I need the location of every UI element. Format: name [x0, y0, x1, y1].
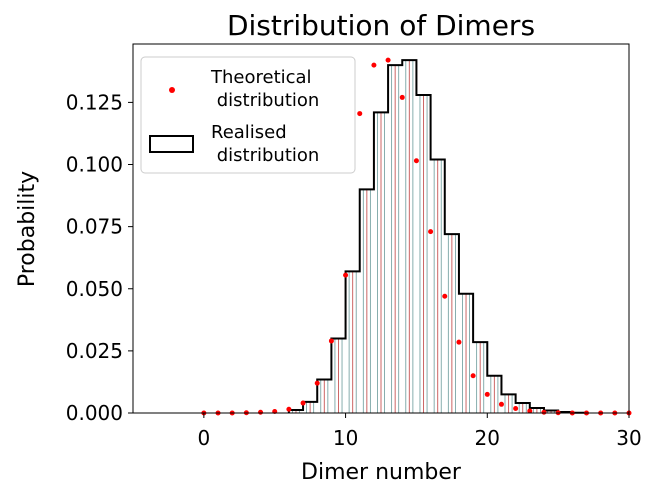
- x-axis-label: Dimer number: [301, 460, 462, 485]
- theoretical-point: [371, 62, 377, 68]
- theoretical-point: [357, 111, 363, 117]
- theoretical-point: [343, 272, 349, 278]
- histogram-outline: [287, 59, 588, 414]
- theoretical-point: [258, 409, 264, 415]
- y-tick-label: 0.075: [66, 215, 123, 239]
- plot-frame: [132, 43, 630, 414]
- chart-title: Distribution of Dimers: [227, 9, 535, 42]
- theoretical-point: [541, 409, 547, 415]
- y-tick-label: 0.125: [66, 90, 123, 114]
- theoretical-point: [314, 380, 320, 386]
- theoretical-point: [399, 94, 405, 100]
- x-tick-label: 20: [475, 426, 500, 450]
- legend-box: [140, 56, 356, 174]
- y-tick-label: 0.000: [66, 401, 123, 425]
- theoretical-point: [513, 406, 519, 412]
- legend-marker-theoretical: [169, 87, 175, 93]
- theoretical-points: [201, 57, 632, 416]
- theoretical-point: [484, 391, 490, 397]
- theoretical-point: [498, 401, 504, 407]
- y-axis-ticks: 0.000 0.025 0.050 0.075 0.100 0.125: [66, 90, 133, 425]
- theoretical-point: [456, 339, 462, 345]
- y-tick-label: 0.025: [66, 339, 123, 363]
- legend-marker-realised: [149, 135, 194, 153]
- legend-label-theoretical: Theoretical distribution: [210, 67, 319, 111]
- theoretical-point: [328, 338, 334, 344]
- x-axis-ticks: 0 10 20 30: [197, 413, 642, 450]
- theoretical-point: [442, 293, 448, 299]
- theoretical-point: [286, 406, 292, 412]
- y-axis-label: Probability: [15, 171, 40, 287]
- theoretical-point: [428, 229, 434, 235]
- y-tick-label: 0.050: [66, 277, 123, 301]
- realised-histogram: [287, 59, 588, 414]
- y-tick-label: 0.100: [66, 153, 123, 177]
- theoretical-point: [470, 373, 476, 379]
- x-tick-label: 30: [616, 426, 641, 450]
- histogram-stem-lines: [292, 60, 584, 413]
- theoretical-point: [527, 408, 533, 414]
- theoretical-point: [385, 57, 391, 63]
- legend-label-realised: Realised distribution: [211, 122, 319, 166]
- x-tick-label: 10: [333, 426, 358, 450]
- legend: Theoretical distribution Realised distri…: [140, 56, 356, 174]
- theoretical-point: [413, 158, 419, 164]
- x-tick-label: 0: [197, 426, 210, 450]
- theoretical-point: [300, 400, 306, 406]
